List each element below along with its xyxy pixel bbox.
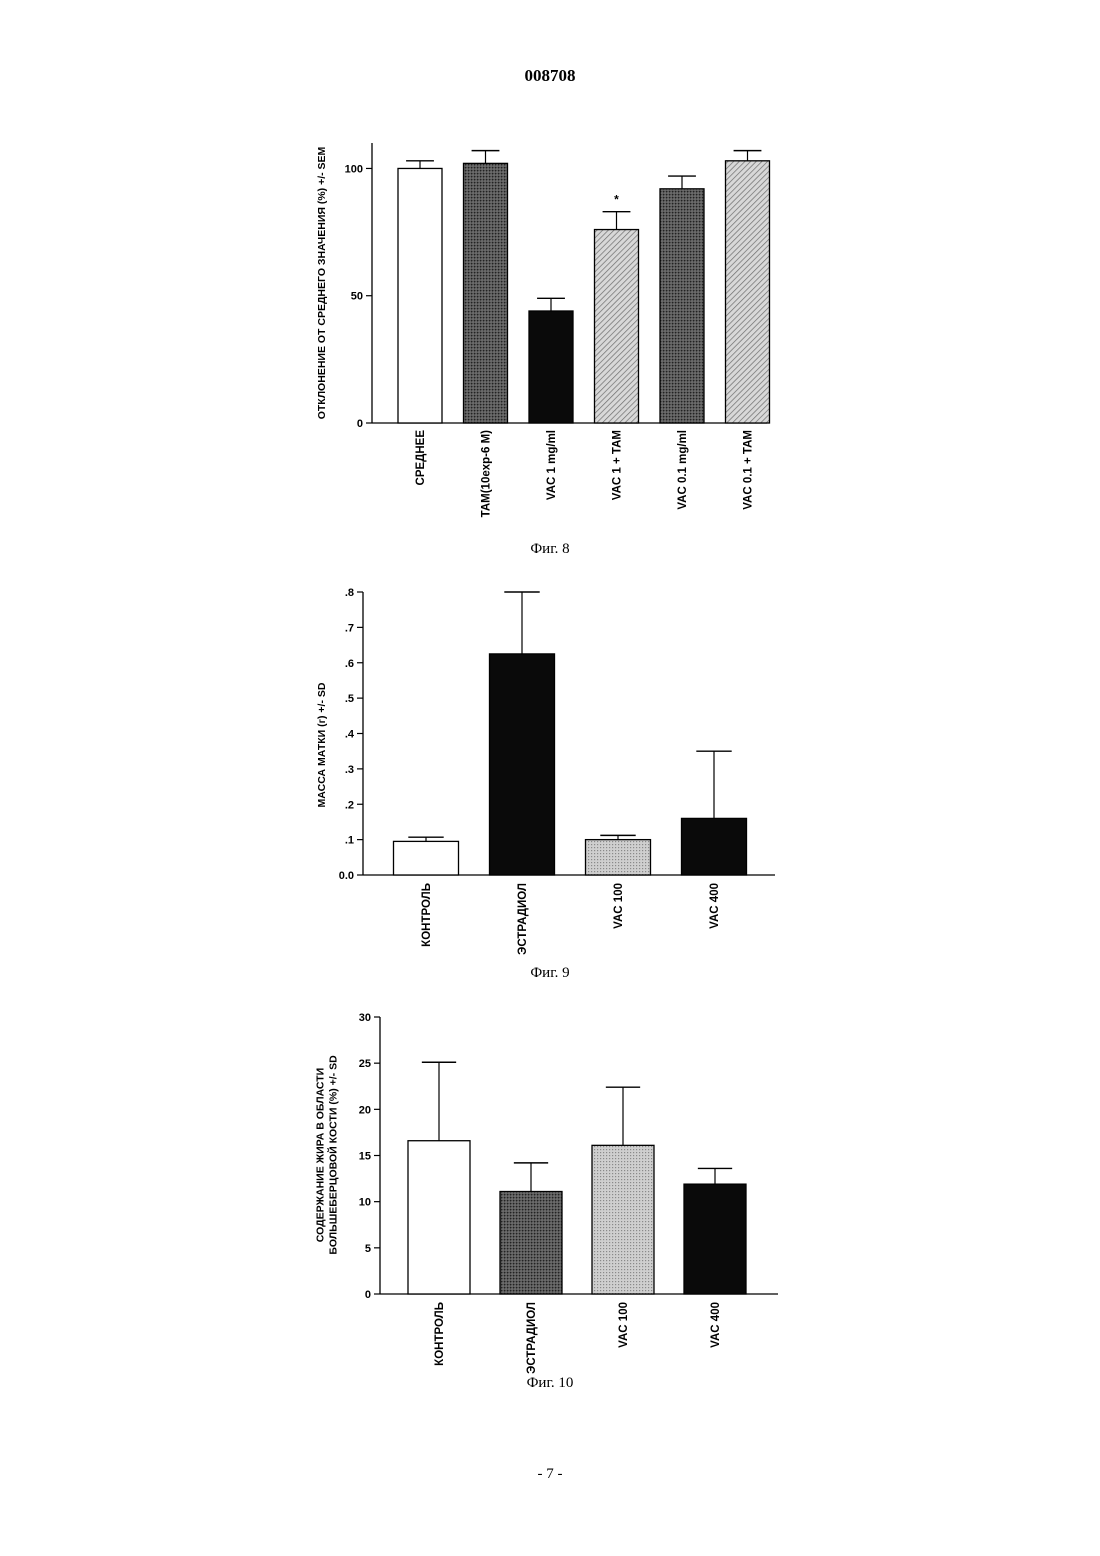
bar: [398, 168, 442, 423]
category-label: VAC 1 mg/ml: [546, 430, 558, 500]
figure-caption-10: Фиг. 10: [0, 1375, 1100, 1392]
y-axis-title: СОДЕРЖАНИЕ ЖИРА В ОБЛАСТИ: [315, 1068, 327, 1242]
y-tick-label: 100: [345, 163, 363, 175]
bar: [595, 230, 639, 423]
bar: [464, 163, 508, 423]
y-tick-label: 0: [357, 418, 363, 430]
category-label: VAC 400: [710, 1302, 722, 1348]
figure-caption-8: Фиг. 8: [0, 541, 1100, 558]
category-label: КОНТРОЛЬ: [421, 883, 433, 947]
bar: [592, 1145, 654, 1294]
y-tick-label: .5: [345, 693, 354, 705]
y-tick-label: 5: [365, 1243, 371, 1255]
y-tick-label: 20: [359, 1104, 371, 1116]
y-tick-label: .8: [345, 587, 354, 599]
bar: [500, 1192, 562, 1294]
figure-caption-9: Фиг. 9: [0, 965, 1100, 982]
y-tick-label: .4: [345, 729, 355, 741]
category-label: VAC 400: [709, 883, 721, 929]
page-number: - 7 -: [0, 1466, 1100, 1483]
category-label: VAC 0.1 mg/ml: [677, 430, 689, 510]
category-label: ЭСТРАДИОЛ: [517, 883, 529, 955]
y-tick-label: .3: [345, 764, 354, 776]
bar: [586, 840, 651, 875]
category-label: TAM(10exp-6 M): [481, 430, 493, 517]
category-label: ЭСТРАДИОЛ: [526, 1302, 538, 1374]
bar: [408, 1141, 470, 1294]
category-label: СРЕДНЕЕ: [415, 430, 427, 486]
bar: [490, 654, 555, 875]
y-tick-label: .7: [345, 622, 354, 634]
bar: [682, 818, 747, 875]
y-tick-label: .6: [345, 658, 354, 670]
y-tick-label: 0: [365, 1289, 371, 1301]
y-axis-title: БОЛЬШЕБЕРЦОВОЙ КОСТИ (%) +/- SD: [327, 1055, 340, 1255]
y-tick-label: 25: [359, 1058, 371, 1070]
bar: [726, 161, 770, 423]
category-label: VAC 100: [613, 883, 625, 929]
bar: [529, 311, 573, 423]
bar: [660, 189, 704, 423]
bar: [394, 841, 459, 875]
y-axis-title: ОТКЛОНЕНИЕ ОТ СРЕДНЕГО ЗНАЧЕНИЯ (%) +/- …: [316, 146, 328, 419]
y-tick-label: 10: [359, 1197, 371, 1209]
y-axis-title: МАССА МАТКИ (г) +/- SD: [316, 682, 328, 807]
category-label: КОНТРОЛЬ: [434, 1302, 446, 1366]
document-number: 008708: [0, 66, 1100, 86]
category-label: VAC 100: [618, 1302, 630, 1348]
bar: [684, 1184, 746, 1294]
y-tick-label: .1: [345, 835, 354, 847]
y-tick-label: 30: [359, 1012, 371, 1024]
y-tick-label: 50: [351, 291, 363, 303]
chart-fig-10: 0 5 10 15 20 25 30 СОДЕРЖАНИЕ ЖИРА В ОБЛАСТИБОЛ…: [300, 1005, 800, 1380]
chart-fig-9: 0.0 .1 .2 .3 .4 .5 .6 .7 .8 МАССА МАТКИ (г) +/- S…: [300, 580, 800, 970]
category-label: VAC 1 + TAM: [612, 430, 624, 500]
significance-marker: *: [614, 193, 619, 207]
y-tick-label: 15: [359, 1151, 371, 1163]
category-label: VAC 0.1 + TAM: [743, 430, 755, 510]
chart-fig-8: 0 50 100 ОТКЛОНЕНИЕ ОТ СРЕДНЕГО ЗНАЧЕНИЯ (%…: [300, 125, 800, 555]
y-tick-label: 0.0: [339, 870, 354, 882]
y-tick-label: .2: [345, 799, 354, 811]
